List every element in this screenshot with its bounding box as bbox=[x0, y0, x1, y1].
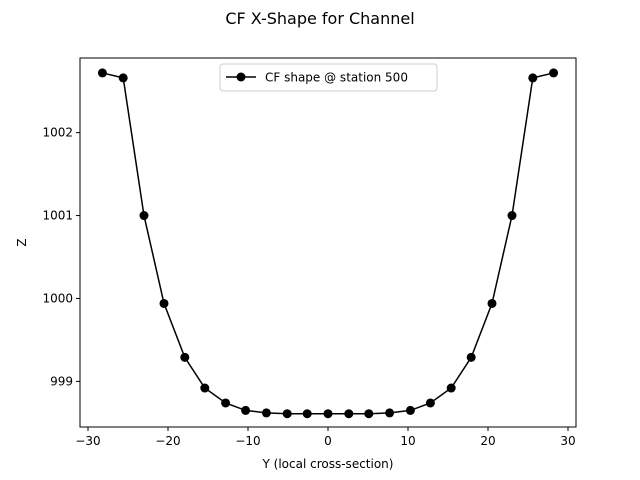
data-point bbox=[364, 409, 374, 419]
data-point bbox=[221, 398, 231, 408]
x-axis-label: Y (local cross-section) bbox=[262, 457, 394, 471]
y-tick-label: 999 bbox=[50, 374, 73, 388]
data-point bbox=[549, 68, 559, 78]
data-point bbox=[446, 383, 456, 393]
legend-label: CF shape @ station 500 bbox=[265, 71, 408, 85]
data-point bbox=[344, 409, 354, 419]
data-point bbox=[261, 408, 271, 418]
data-point bbox=[302, 409, 312, 419]
y-axis: 999 1000 1001 1002 bbox=[42, 126, 80, 388]
plot-area bbox=[97, 68, 559, 419]
data-point bbox=[97, 68, 107, 78]
chart-title: CF X-Shape for Channel bbox=[225, 9, 414, 28]
x-tick-label: 0 bbox=[324, 434, 332, 448]
data-point bbox=[425, 398, 435, 408]
data-point bbox=[180, 352, 190, 362]
data-point bbox=[385, 408, 395, 418]
legend-box bbox=[219, 63, 438, 92]
data-point bbox=[405, 405, 415, 415]
data-point bbox=[200, 383, 210, 393]
y-tick-label: 1001 bbox=[42, 209, 73, 223]
x-tick-label: 20 bbox=[480, 434, 495, 448]
data-point bbox=[282, 409, 292, 419]
y-axis-label: Z bbox=[15, 238, 29, 246]
data-point bbox=[466, 352, 476, 362]
y-tick-label: 1000 bbox=[42, 291, 73, 305]
legend: CF shape @ station 500 bbox=[219, 63, 438, 92]
x-tick-label: −10 bbox=[235, 434, 260, 448]
data-point bbox=[159, 298, 169, 308]
x-tick-label: −20 bbox=[155, 434, 180, 448]
data-point bbox=[507, 211, 517, 221]
data-point bbox=[487, 298, 497, 308]
x-axis: −30 −20 −10 0 10 20 30 bbox=[75, 427, 576, 448]
x-tick-label: 30 bbox=[560, 434, 575, 448]
data-point bbox=[528, 73, 538, 83]
x-tick-label: −30 bbox=[75, 434, 100, 448]
data-point bbox=[323, 409, 333, 419]
data-point bbox=[241, 405, 251, 415]
x-tick-label: 10 bbox=[400, 434, 415, 448]
legend-marker-sample bbox=[236, 72, 246, 82]
y-tick-label: 1002 bbox=[42, 126, 73, 140]
data-point bbox=[118, 73, 128, 83]
data-point bbox=[139, 211, 149, 221]
